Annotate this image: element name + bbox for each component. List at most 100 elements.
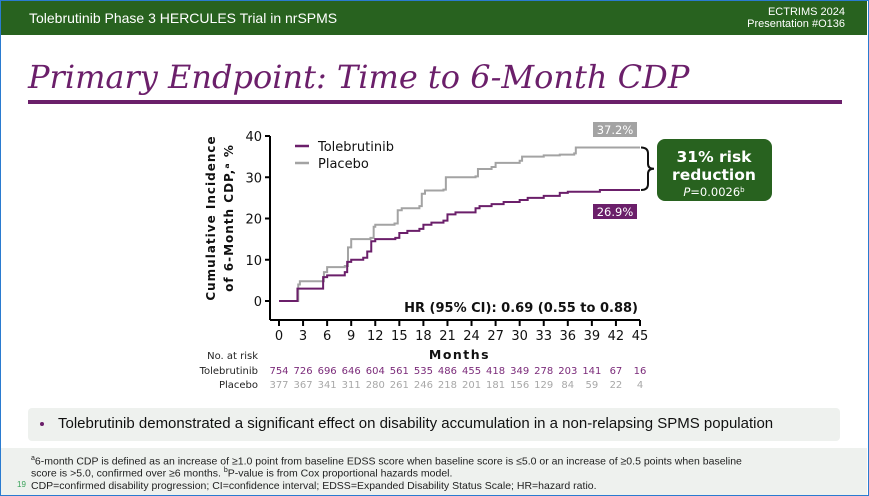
chart-series <box>279 146 640 302</box>
y-tick-label: 10 <box>245 254 262 269</box>
at-risk-value: 561 <box>390 366 409 377</box>
x-tick-label: 45 <box>632 329 649 344</box>
x-tick-label: 42 <box>608 329 625 344</box>
placebo-end-label-box <box>593 122 637 137</box>
placebo-end-label: 37.2% <box>597 123 634 137</box>
x-tick-label: 18 <box>415 329 432 344</box>
footnote-b-sup: b <box>223 467 228 474</box>
at-risk-value: 754 <box>269 366 288 377</box>
at-risk-value: 278 <box>534 366 553 377</box>
footnote-abbrev: CDP=confirmed disability progression; CI… <box>31 480 597 492</box>
x-tick-label: 3 <box>299 329 307 344</box>
x-tick-label: 33 <box>535 329 552 344</box>
x-tick-label: 36 <box>560 329 577 344</box>
x-tick-label: 27 <box>487 329 504 344</box>
footnote-b-text2: P-value is from Cox proportional hazards… <box>227 467 453 480</box>
at-risk-value: 604 <box>366 366 385 377</box>
at-risk-value: 16 <box>634 366 647 377</box>
at-risk-value: 535 <box>414 366 433 377</box>
p-value: P=0.0026b <box>683 185 745 199</box>
footnote-a-text: 6-month CDP is defined as an increase of… <box>34 455 742 468</box>
footnote-a: a6-month CDP is defined as an increase o… <box>31 455 742 468</box>
hazard-ratio-annotation: HR (95% CI): 0.69 (0.55 to 0.88) <box>404 301 638 316</box>
conference-name: ECTRIMS 2024 <box>767 6 845 18</box>
at-risk-value: 181 <box>486 380 505 391</box>
header-title: Tolebrutinib Phase 3 HERCULES Trial in n… <box>29 10 338 26</box>
page-number: 19 <box>17 480 26 489</box>
p-number: =0.0026 <box>690 185 740 199</box>
at-risk-header: No. at risk <box>207 351 258 362</box>
at-risk-value: 246 <box>414 380 433 391</box>
at-risk-value: 59 <box>585 380 598 391</box>
x-tick-label: 24 <box>463 329 480 344</box>
x-tick-label: 39 <box>584 329 601 344</box>
at-risk-value: 367 <box>294 380 313 391</box>
x-tick-label: 15 <box>391 329 408 344</box>
conference-info: ECTRIMS 2024 Presentation #O136 <box>747 6 845 30</box>
slide-header: Tolebrutinib Phase 3 HERCULES Trial in n… <box>1 1 867 35</box>
at-risk-value: 129 <box>534 380 553 391</box>
at-risk-value: 341 <box>318 380 337 391</box>
x-tick-label: 12 <box>367 329 384 344</box>
tolebrutinib-end-label: 26.9% <box>597 205 634 219</box>
at-risk-value: 22 <box>610 380 623 391</box>
y-tick-label: 30 <box>245 171 262 186</box>
series-line-tolebrutinib <box>279 189 640 302</box>
risk-reduction-line1: 31% risk <box>677 148 753 166</box>
bullet-icon <box>40 422 44 426</box>
x-tick-label: 6 <box>323 329 331 344</box>
at-risk-value: 203 <box>558 366 577 377</box>
at-risk-value: 261 <box>390 380 409 391</box>
key-finding-text: Tolebrutinib demonstrated a significant … <box>58 415 774 432</box>
chart-labels: Tolebrutinib Placebo 37.2% 26.9% 31% riskred… <box>199 122 772 391</box>
at-risk-value: 311 <box>342 380 361 391</box>
footnotes: a6-month CDP is defined as an increase o… <box>1 448 867 495</box>
x-tick-label: 30 <box>511 329 528 344</box>
at-risk-value: 486 <box>438 366 457 377</box>
at-risk-row-label: Placebo <box>219 380 258 391</box>
risk-reduction-line2: reduction <box>672 166 756 184</box>
y-tick-label: 20 <box>245 213 262 228</box>
footnote-a-sup: a <box>31 455 35 462</box>
y-tick-label: 40 <box>245 130 262 145</box>
at-risk-value: 377 <box>269 380 288 391</box>
x-tick-label: 9 <box>347 329 355 344</box>
x-axis-title: Months <box>429 347 490 362</box>
series-line-placebo <box>279 146 640 302</box>
at-risk-value: 218 <box>438 380 457 391</box>
presentation-number: Presentation #O136 <box>747 18 845 30</box>
key-finding-box: Tolebrutinib demonstrated a significant … <box>28 408 840 441</box>
x-tick-label: 0 <box>275 329 283 344</box>
footnote-b: score is >5.0, confirmed over ≥6 months.… <box>31 467 452 480</box>
p-symbol: P <box>683 185 690 199</box>
at-risk-value: 4 <box>637 380 643 391</box>
legend-label-tolebrutinib: Tolebrutinib <box>317 140 394 155</box>
at-risk-value: 726 <box>294 366 313 377</box>
at-risk-value: 156 <box>510 380 529 391</box>
x-tick-label: 21 <box>439 329 456 344</box>
at-risk-row-label: Tolebrutinib <box>199 366 258 377</box>
at-risk-value: 696 <box>318 366 337 377</box>
title-underline <box>28 100 842 104</box>
tolebrutinib-end-label-box <box>593 204 637 219</box>
at-risk-value: 84 <box>561 380 574 391</box>
y-axis-title-line2: of 6-Month CDP,ᵃ % <box>222 144 236 292</box>
at-risk-value: 646 <box>342 366 361 377</box>
at-risk-value: 141 <box>582 366 601 377</box>
risk-reduction-box <box>657 139 772 201</box>
footnote-b-text1: score is >5.0, confirmed over ≥6 months. <box>31 467 224 480</box>
legend-label-placebo: Placebo <box>318 157 369 172</box>
at-risk-value: 349 <box>510 366 529 377</box>
brace-icon <box>640 146 655 192</box>
at-risk-value: 418 <box>486 366 505 377</box>
at-risk-value: 455 <box>462 366 481 377</box>
y-axis-title-line1: Cumulative Incidence <box>204 135 218 300</box>
y-tick-label: 0 <box>254 295 262 310</box>
p-footnote-mark: b <box>740 186 745 194</box>
at-risk-value: 201 <box>462 380 481 391</box>
at-risk-value: 280 <box>366 380 385 391</box>
slide-title: Primary Endpoint: Time to 6-Month CDP <box>28 58 690 96</box>
at-risk-value: 67 <box>610 366 623 377</box>
